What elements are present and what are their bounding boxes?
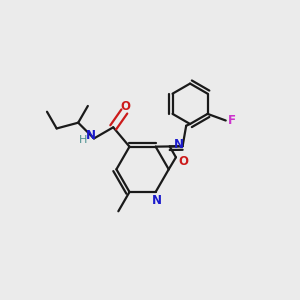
Text: N: N bbox=[85, 129, 95, 142]
Text: O: O bbox=[178, 155, 188, 168]
Text: O: O bbox=[121, 100, 131, 112]
Text: N: N bbox=[152, 194, 162, 207]
Text: H: H bbox=[79, 135, 87, 145]
Text: F: F bbox=[228, 114, 236, 127]
Text: N: N bbox=[174, 139, 184, 152]
